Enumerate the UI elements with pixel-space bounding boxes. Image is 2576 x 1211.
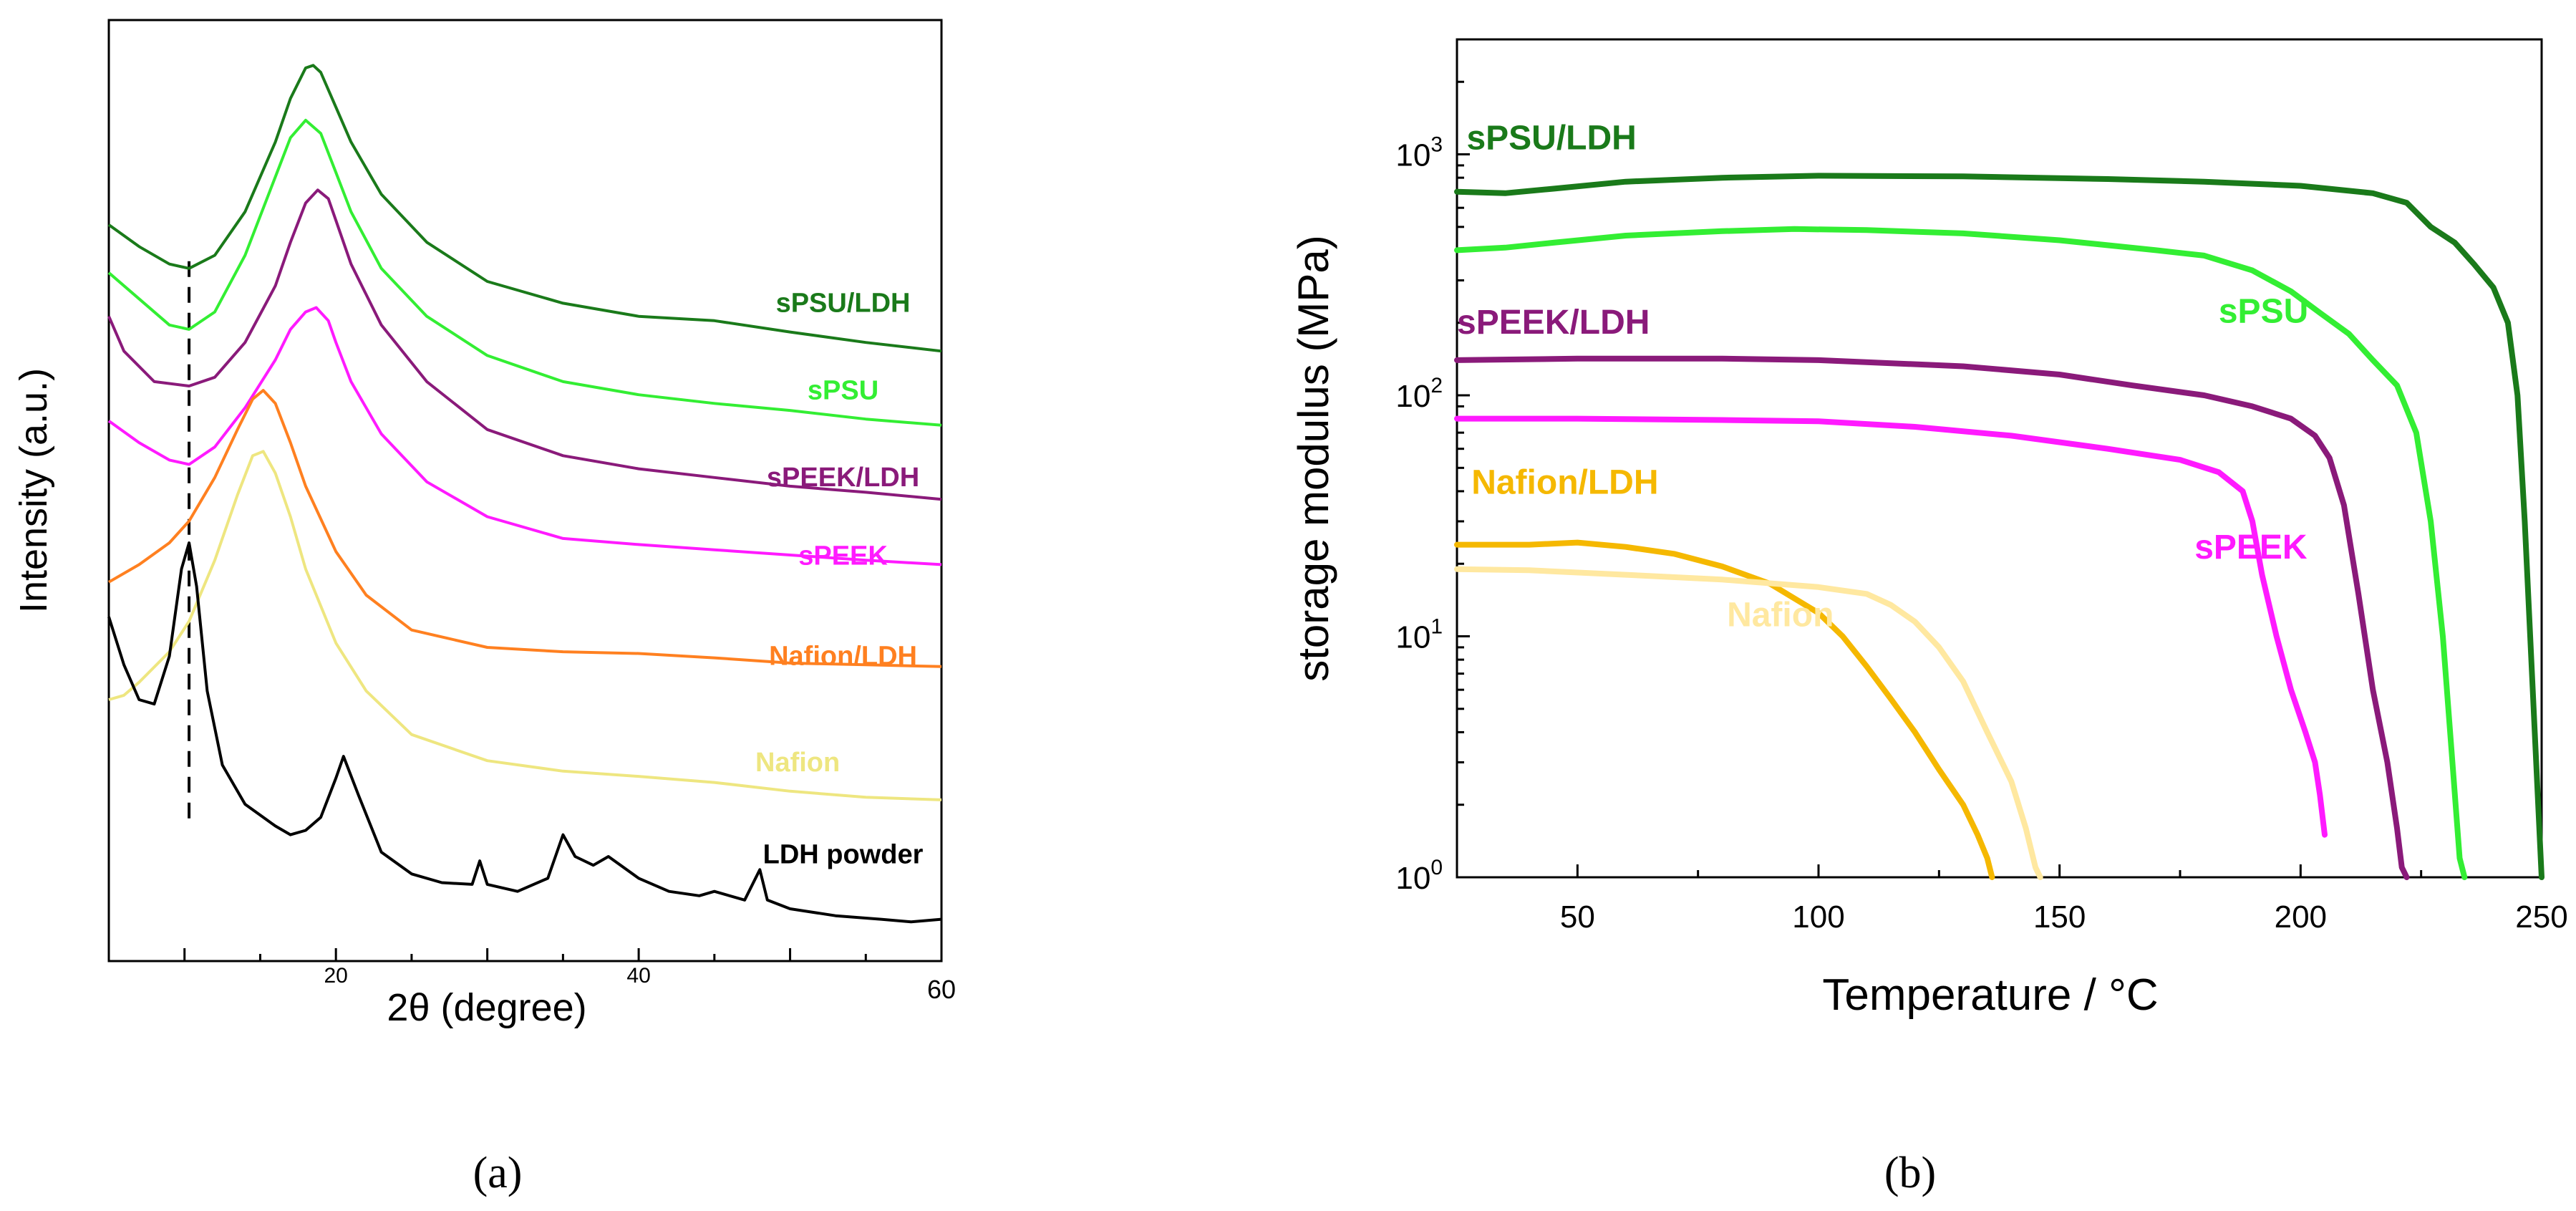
panel-a-series-label-spsu: sPSU — [808, 375, 878, 405]
panel-b-series-label-spsu: sPSU — [2219, 293, 2308, 331]
panel-b-series-label-speek: sPEEK — [2194, 529, 2308, 566]
panel-b-y-tick-label: 101 — [1395, 615, 1443, 655]
panel-a-series-line-speek — [107, 306, 942, 566]
panel-b-series-line-spsu-ldh — [1454, 173, 2544, 880]
panel-b-x-tick-label: 50 — [1560, 899, 1595, 935]
panel-b-series-label-spsu-ldh: sPSU/LDH — [1466, 119, 1636, 157]
panel-b-series-line-nafion-ldh — [1454, 539, 1995, 880]
panel-a-series-line-spsu — [107, 118, 942, 427]
panel-a-series-line-nafion — [108, 450, 942, 801]
panel-a-y-axis-title: Intensity (a.u.) — [12, 368, 55, 613]
panel-a-x-tick-label: 40 — [626, 964, 650, 988]
panel-a-plot-frame — [107, 19, 943, 962]
panel-a-x-ticks: 20 40 60 — [183, 261, 956, 1004]
panel-b-x-axis-title: Temperature / °C — [1822, 970, 2158, 1020]
panel-a-series — [107, 64, 942, 924]
panel-a-caption: (a) — [473, 1149, 523, 1197]
panel-a-series-label-ldh-powder: LDH powder — [763, 840, 924, 870]
panel-a-series-label-speek-ldh: sPEEK/LDH — [767, 463, 919, 493]
panel-b-x-tick-label: 250 — [2515, 899, 2567, 935]
panel-a-series-line-speek-ldh — [107, 188, 942, 501]
panel-a-series-line-nafion-ldh — [108, 389, 942, 668]
panel-a-series-label-spsu-ldh: sPSU/LDH — [776, 289, 911, 319]
panel-a-series-label-nafion: Nafion — [755, 748, 840, 778]
panel-b-plot-frame — [1456, 38, 2543, 879]
panel-b-y-tick-label: 100 — [1395, 856, 1443, 896]
panel-a-x-axis-title: 2θ (degree) — [387, 986, 586, 1029]
panel-b-series-label-nafion-ldh: Nafion/LDH — [1471, 464, 1658, 502]
panel-b-series-labels: sPSU/LDH sPSU sPEEK/LDH sPEEK Nafion/LDH Nafi… — [1457, 119, 2308, 634]
panel-b-y-axis-title: storage modulus (MPa) — [1289, 235, 1337, 682]
panel-a-xrd-chart: 20 40 60 sPSU/LDH sPSU sPEEK/LDH sPEEK Nafion/… — [12, 19, 956, 1197]
panel-a-series-labels: sPSU/LDH sPSU sPEEK/LDH sPEEK Nafion/LDH Nafi… — [755, 289, 924, 870]
panel-a-series-label-nafion-ldh: Nafion/LDH — [769, 641, 917, 671]
panel-a-series-label-speek: sPEEK — [798, 541, 888, 571]
panel-b-axis-ticks: 50 100 150 200 250 100 101 102 103 — [1395, 38, 2568, 935]
panel-b-y-tick-label: 102 — [1395, 374, 1443, 414]
panel-b-x-tick-label: 100 — [1792, 899, 1844, 935]
panel-a-series-line-ldh-powder — [107, 541, 942, 924]
panel-b-series-label-speek-ldh: sPEEK/LDH — [1457, 304, 1650, 342]
panel-a-series-line-spsu-ldh — [107, 64, 942, 353]
panel-b-y-tick-label: 103 — [1395, 133, 1443, 173]
panel-b-series-line-spsu — [1454, 226, 2468, 880]
panel-a-x-tick-label: 60 — [927, 975, 956, 1004]
panel-a-x-tick-label: 20 — [324, 964, 347, 988]
panel-b-series-label-nafion: Nafion — [1727, 597, 1834, 635]
panel-b-x-tick-label: 150 — [2033, 899, 2086, 935]
panel-b-series-line-speek — [1454, 415, 2328, 838]
panel-b-series — [1454, 173, 2544, 880]
panel-b-x-tick-label: 200 — [2275, 899, 2327, 935]
panel-b-series-line-nafion — [1454, 566, 2043, 880]
panel-b-caption: (b) — [1884, 1149, 1936, 1197]
panel-b-series-line-speek-ldh — [1454, 355, 2410, 880]
